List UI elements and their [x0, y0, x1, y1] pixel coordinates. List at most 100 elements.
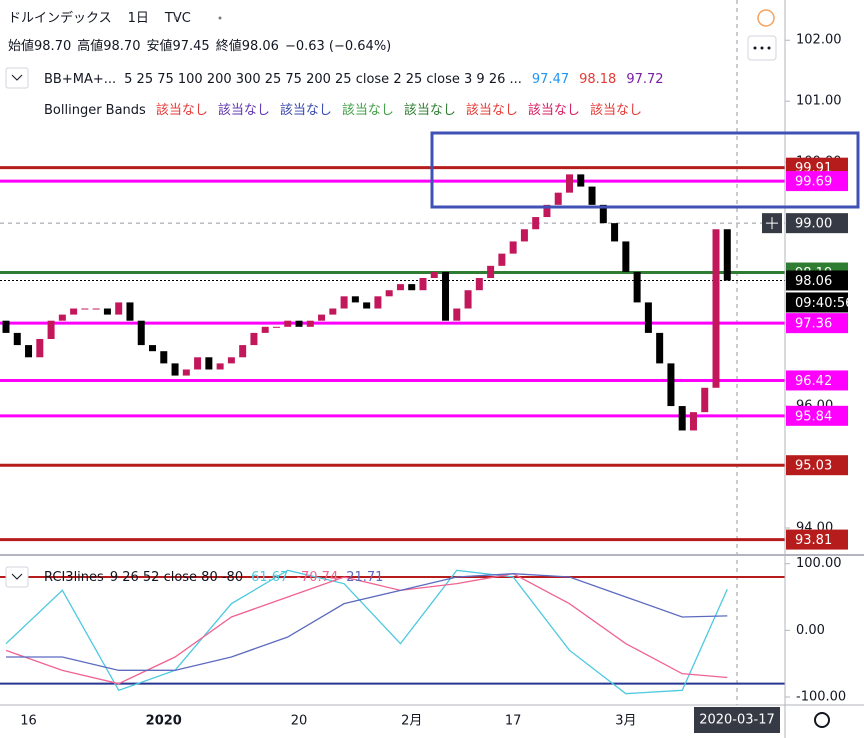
candle-body [261, 326, 269, 333]
countdown-tag: 09:40:56 [795, 296, 853, 311]
candle-body [498, 253, 506, 266]
level-tag-bg [786, 270, 848, 291]
ohlc-label: 終値 [216, 38, 242, 54]
level-tag: 98.06 [795, 274, 832, 289]
rci-value: 61.67 [251, 570, 288, 585]
marks [2, 174, 731, 695]
y-tick-label: 100.00 [796, 556, 842, 571]
candle-body [644, 302, 652, 333]
ohlc-label: 高値 [77, 38, 103, 54]
candle-body [554, 192, 562, 205]
level-tag-bg [786, 405, 848, 426]
dot [760, 46, 764, 50]
level-tag: 96.42 [795, 374, 832, 389]
candle-body [58, 314, 66, 321]
plus [766, 217, 778, 230]
candle-body [408, 284, 416, 291]
indicator-params: 5 25 75 100 200 300 25 75 200 25 close 2… [124, 72, 522, 87]
level-tag-bg [786, 529, 848, 550]
rci-params: 9 26 52 close 80 -80 [110, 570, 243, 585]
x-tick-label: 2月 [401, 714, 422, 729]
candle-body [149, 345, 157, 352]
candle-body [340, 296, 348, 309]
rci-line [5, 572, 728, 685]
candle-body [25, 345, 33, 358]
legend-row: BB+MA+... 5 25 75 100 200 300 25 75 200 2… [44, 72, 664, 87]
candle-body [419, 278, 427, 291]
level-tag-bg [786, 313, 848, 334]
levels [0, 166, 785, 685]
info-icon[interactable] [757, 9, 775, 27]
indicator-value: 98.18 [579, 72, 616, 87]
candle-body [374, 296, 382, 309]
x-tick-label: 20 [291, 714, 308, 729]
ohlc-value: 98.06 [242, 39, 279, 54]
candle-body [272, 326, 280, 328]
candle-body [250, 332, 258, 346]
candle-body [306, 320, 314, 327]
candle-body [385, 290, 393, 297]
candle-body [588, 186, 596, 205]
y-tick-label: 102.00 [796, 33, 842, 48]
rci-value: 21.71 [346, 570, 383, 585]
countdown-tag-bg [786, 292, 848, 313]
crosshair-price: 99.00 [795, 217, 832, 232]
candle-body [701, 387, 709, 413]
candle-body [351, 296, 359, 303]
crosshair-date-bg [694, 707, 780, 733]
chevron [11, 74, 23, 81]
candle-body [182, 369, 190, 376]
indicator-value: 該当なし [528, 102, 580, 118]
candle-body [205, 357, 213, 370]
candle-body [667, 363, 675, 407]
candle-body [216, 363, 224, 370]
collapse-button[interactable] [5, 566, 29, 588]
x-tick-label: 3月 [615, 714, 636, 729]
candle-body [126, 302, 134, 321]
candle-body [239, 345, 247, 358]
symbol: ドルインデックス [8, 10, 112, 26]
candle-body [611, 223, 619, 242]
candle-body [171, 363, 179, 376]
candle-body [689, 412, 697, 431]
dot [767, 46, 771, 50]
candle-body [160, 351, 168, 364]
candle-body [464, 290, 472, 309]
level-tag: 97.36 [795, 317, 832, 332]
y-tick-label: -100.00 [796, 690, 846, 705]
ohlc-value: 97.45 [172, 39, 209, 54]
settings-icon[interactable] [814, 712, 830, 728]
legend-row: RCI3lines 9 26 52 close 80 -80 61.67 -70.74… [44, 570, 383, 585]
ohlc-value: 98.70 [103, 39, 140, 54]
chevron [11, 573, 23, 580]
candle-body [318, 314, 326, 321]
indicator-value: 該当なし [218, 102, 270, 118]
separator [218, 16, 222, 20]
rci-value: -70.74 [296, 570, 338, 585]
candle-body [194, 357, 202, 370]
indicator-value: 該当なし [466, 102, 518, 118]
collapse-button[interactable] [5, 67, 29, 89]
candle-body [2, 320, 10, 333]
candle-body [227, 357, 235, 364]
y-tick-label: 101.00 [796, 94, 842, 109]
candle-body [475, 278, 483, 291]
x-tick-label: 2020 [146, 714, 182, 729]
candle-body [532, 217, 540, 230]
candle-body [442, 271, 450, 321]
level-tag: 93.81 [795, 533, 832, 548]
indicator-value: 97.72 [626, 72, 663, 87]
candle-body [103, 308, 111, 315]
level-tag-bg [786, 455, 848, 476]
candle-body [396, 284, 404, 291]
indicator-value: 該当なし [156, 102, 208, 118]
level-tag-bg [786, 171, 848, 192]
candle-body [329, 308, 337, 315]
candle-body [487, 265, 495, 279]
level-tag: 95.03 [795, 459, 832, 474]
indicator-value: 該当なし [342, 102, 394, 118]
x-tick-label: 17 [505, 714, 522, 729]
